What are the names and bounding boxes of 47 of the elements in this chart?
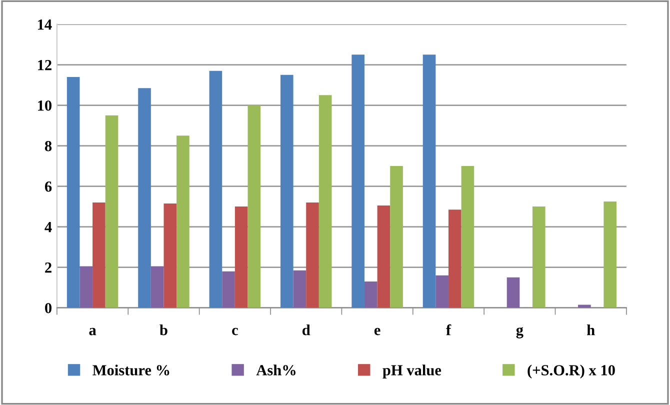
x-tick-label: g — [516, 327, 524, 338]
y-tick-label: 14 — [38, 20, 52, 30]
x-tick-label: h — [586, 324, 595, 336]
y-tick-label: 10 — [38, 100, 52, 111]
bar — [377, 206, 390, 308]
bar — [506, 277, 520, 308]
x-tick-label: b — [160, 324, 168, 336]
bar — [150, 266, 164, 308]
x-tick-label: d — [302, 324, 310, 336]
bar — [306, 202, 319, 308]
bar — [92, 202, 106, 308]
y-tick-label: 8 — [44, 140, 52, 152]
bar — [390, 166, 403, 308]
bar — [248, 105, 261, 308]
bar — [234, 206, 248, 308]
bar — [461, 166, 474, 308]
bar — [176, 136, 190, 308]
bar — [448, 210, 462, 308]
x-tick-label: a — [89, 328, 96, 336]
x-tick-label: e — [374, 328, 380, 336]
legend-label: Ash% — [256, 364, 296, 376]
bar — [280, 74, 294, 308]
bar — [436, 275, 448, 308]
legend-label: (+S.O.R) x 10 — [528, 364, 615, 378]
bar — [138, 88, 151, 308]
x-tick-label: f — [446, 324, 452, 336]
legend-label: pH value — [382, 364, 442, 378]
y-tick-label: 4 — [44, 222, 52, 232]
bar — [80, 266, 93, 308]
y-tick-label: 6 — [44, 181, 52, 192]
bar — [209, 70, 222, 308]
bar — [422, 54, 436, 308]
bar — [66, 76, 80, 308]
bar — [352, 54, 364, 308]
bar — [532, 206, 546, 308]
bar — [293, 270, 306, 308]
y-tick-label: 12 — [38, 60, 52, 70]
bar — [105, 115, 118, 308]
bar — [222, 271, 235, 308]
bar — [164, 204, 177, 308]
bar — [604, 201, 616, 308]
bar — [364, 281, 378, 308]
y-tick-label: 2 — [45, 262, 52, 273]
y-tick-label: 0 — [45, 302, 52, 314]
x-tick-label: c — [232, 328, 238, 336]
legend-label: Moisture % — [92, 364, 170, 376]
bar — [318, 95, 332, 308]
